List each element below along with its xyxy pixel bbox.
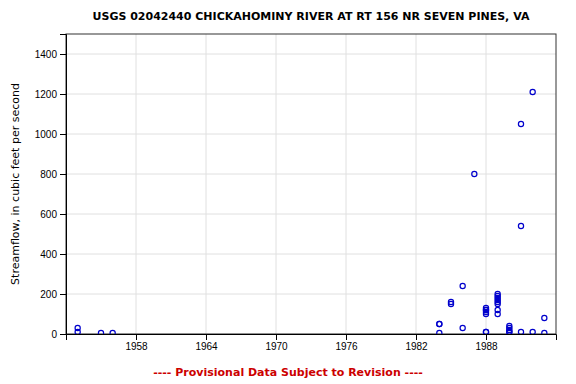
- point: [472, 171, 477, 176]
- point: [483, 329, 488, 334]
- subtitle: ---- Provisional Data Subject to Revisio…: [153, 366, 423, 379]
- tick: 1964: [195, 334, 218, 352]
- tick-label: 1964: [195, 341, 218, 352]
- tick: 1958: [125, 334, 148, 352]
- point: [110, 330, 115, 334]
- tick-mark: [60, 174, 66, 175]
- tick-label: 800: [40, 169, 57, 180]
- tick-mark: [60, 334, 66, 335]
- tick-label: 1000: [35, 129, 58, 140]
- point: [437, 330, 442, 334]
- point: [542, 315, 547, 320]
- point: [437, 321, 442, 326]
- tick-label: 1988: [475, 341, 498, 352]
- grid-line: [66, 214, 556, 215]
- tick: 800: [40, 169, 66, 180]
- y-axis-title: Streamflow, in cubic feet per second: [9, 83, 22, 285]
- tick-label: 1400: [35, 49, 58, 60]
- point: [518, 223, 523, 228]
- tick-mark: [346, 334, 347, 340]
- tick-mark: [416, 334, 417, 340]
- title: USGS 02042440 CHICKAHOMINY RIVER AT RT 1…: [93, 10, 530, 23]
- tick-mark: [136, 334, 137, 340]
- axis-line: [67, 335, 557, 341]
- point: [75, 329, 80, 334]
- tick: 1988: [475, 334, 498, 352]
- tick: 400: [40, 249, 66, 260]
- tick-mark: [60, 54, 66, 55]
- point: [542, 330, 547, 334]
- tick: 0: [51, 329, 66, 340]
- tick-mark: [60, 254, 66, 255]
- tick-mark: [276, 334, 277, 340]
- grid: [66, 34, 556, 334]
- grid-line: [66, 134, 556, 135]
- axis-line: [60, 35, 67, 335]
- point: [460, 283, 465, 288]
- grid-line: [416, 34, 417, 334]
- grid-line: [276, 34, 277, 334]
- tick: 1200: [35, 89, 66, 100]
- grid-line: [66, 294, 556, 295]
- tick-label: 200: [40, 289, 57, 300]
- grid-line: [66, 54, 556, 55]
- grid-line: [66, 94, 556, 95]
- tick-mark: [60, 294, 66, 295]
- tick: 200: [40, 289, 66, 300]
- tick-mark: [60, 214, 66, 215]
- point: [530, 329, 535, 334]
- point: [507, 323, 512, 328]
- point: [437, 321, 442, 326]
- point: [460, 325, 465, 330]
- grid-line: [66, 254, 556, 255]
- tick: 1976: [335, 334, 358, 352]
- tick-mark: [206, 334, 207, 340]
- point: [483, 329, 488, 334]
- tick-label: 1976: [335, 341, 358, 352]
- grid-line: [66, 174, 556, 175]
- tick: 1400: [35, 49, 66, 60]
- tick-mark: [60, 94, 66, 95]
- point: [530, 89, 535, 94]
- point: [495, 291, 500, 296]
- point: [98, 330, 103, 334]
- tick-label: 1200: [35, 89, 58, 100]
- grid-line: [206, 34, 207, 334]
- grid-line: [486, 34, 487, 334]
- grid-line: [136, 34, 137, 334]
- point: [483, 305, 488, 310]
- tick-label: 600: [40, 209, 57, 220]
- y-axis: 0 200 400 600 800 1000 1200 1400: [35, 35, 67, 340]
- grid-line: [346, 34, 347, 334]
- point: [518, 329, 523, 334]
- tick-label: 400: [40, 249, 57, 260]
- point: [495, 307, 500, 312]
- tick-label: 1958: [125, 341, 148, 352]
- tick-label: 0: [51, 329, 57, 340]
- tick: 600: [40, 209, 66, 220]
- point: [448, 299, 453, 304]
- plot-frame: [66, 34, 556, 334]
- tick-mark: [60, 134, 66, 135]
- chart: 1958 1964 1970 1976 1982 1988 0 200 400 600 800 100…: [0, 0, 576, 384]
- tick: 1000: [35, 129, 66, 140]
- tick-mark: [486, 334, 487, 340]
- x-axis: 1958 1964 1970 1976 1982 1988: [67, 334, 557, 352]
- tick-label: 1970: [265, 341, 288, 352]
- tick: 1970: [265, 334, 288, 352]
- point: [518, 121, 523, 126]
- tick-label: 1982: [405, 341, 428, 352]
- plot-area: 1958 1964 1970 1976 1982 1988 0 200 400 600 800 100…: [35, 34, 557, 352]
- tick: 1982: [405, 334, 428, 352]
- points: [75, 89, 547, 334]
